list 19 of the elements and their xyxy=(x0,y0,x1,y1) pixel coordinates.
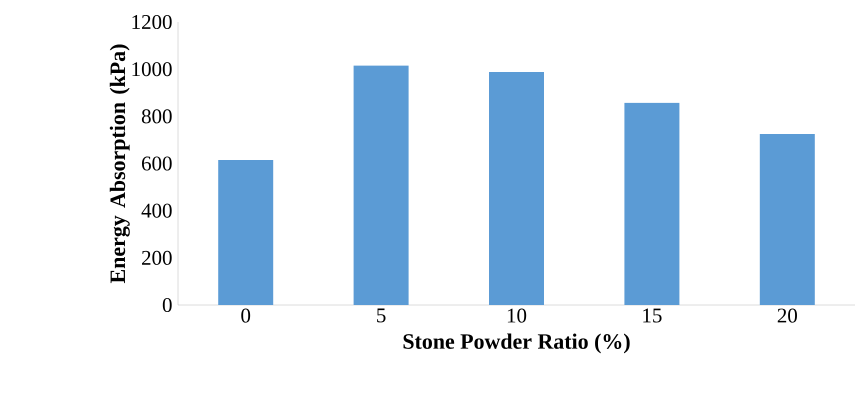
x-axis-title: Stone Powder Ratio (%) xyxy=(404,333,630,354)
x-tick-label: 5 xyxy=(377,308,386,322)
bar xyxy=(218,160,274,305)
y-tick-label: 600 xyxy=(142,156,172,171)
x-tick-label: 0 xyxy=(241,308,250,323)
y-tick-label: 0 xyxy=(162,298,172,312)
x-tick-label: 15 xyxy=(643,308,662,323)
bar xyxy=(489,72,544,305)
y-axis-title: Energy Absorption (kPa) xyxy=(110,44,130,284)
y-tick-label: 800 xyxy=(142,109,172,124)
y-tick-label: 200 xyxy=(142,250,172,265)
x-tick-label: 10 xyxy=(508,308,526,323)
y-tick-label: 1000 xyxy=(132,62,172,76)
y-tick-label: 1200 xyxy=(132,14,172,30)
bar xyxy=(760,134,815,305)
bar xyxy=(354,66,409,305)
x-tick-label: 20 xyxy=(778,308,797,323)
y-tick-label: 400 xyxy=(142,204,172,218)
bar xyxy=(624,102,680,305)
